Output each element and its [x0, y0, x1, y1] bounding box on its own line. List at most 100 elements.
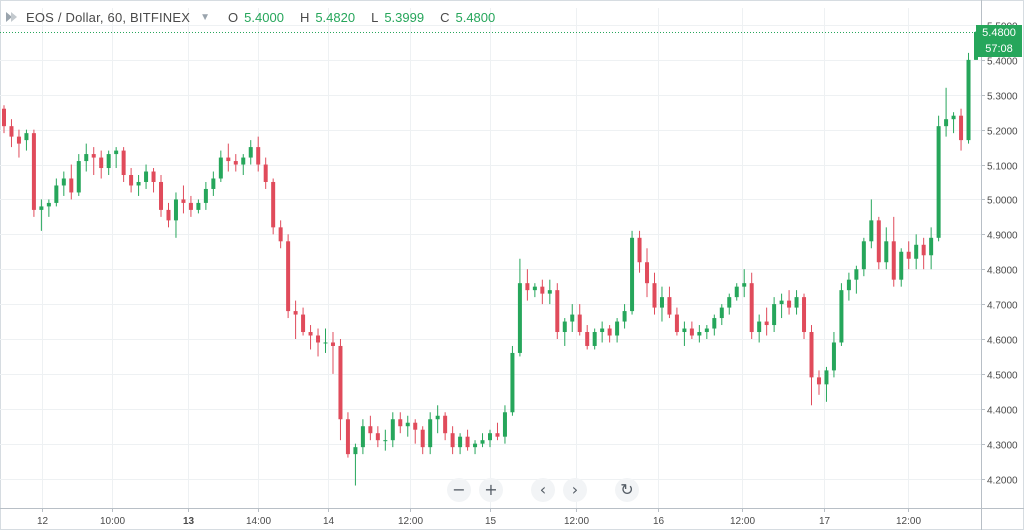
candle-body — [218, 157, 223, 179]
y-tick-label: 4.7000 — [987, 301, 1018, 312]
candle-body — [368, 426, 373, 434]
candle-body — [689, 328, 694, 336]
candle-body — [592, 332, 597, 346]
candle-body — [428, 419, 433, 448]
candle-body — [211, 178, 216, 189]
candle-body — [562, 321, 567, 333]
candle-body — [607, 328, 612, 336]
y-tick-label: 4.6000 — [987, 336, 1018, 347]
candle-body — [91, 154, 96, 158]
candle-body — [517, 283, 522, 353]
candle-body — [2, 108, 6, 127]
candle-body — [742, 283, 747, 287]
y-tick-label: 4.9000 — [987, 231, 1018, 242]
candle-body — [256, 147, 261, 165]
zoom-in-button[interactable]: + — [479, 478, 503, 502]
collapse-legend-icon[interactable] — [6, 11, 18, 23]
candle-body — [159, 181, 164, 210]
candle-body — [637, 237, 642, 263]
candle-body — [465, 436, 470, 448]
candle-body — [577, 314, 582, 333]
x-tick-label: 14:00 — [246, 516, 271, 527]
candle-body — [353, 447, 358, 455]
candle-body — [787, 300, 792, 308]
candle-body — [338, 345, 343, 420]
candle-body — [831, 342, 836, 371]
candle-body — [876, 220, 881, 263]
last-price-label: 5.4800 — [976, 24, 1022, 41]
candle-body — [9, 126, 14, 137]
candle-body — [749, 283, 754, 333]
candle-body — [106, 154, 111, 169]
candle-body — [226, 157, 231, 162]
candle-body — [966, 59, 971, 141]
candle-body — [839, 290, 844, 343]
y-tick-label: 5.0000 — [987, 196, 1018, 207]
x-tick-label: 12:00 — [398, 516, 423, 527]
x-tick-label: 15 — [485, 516, 497, 527]
candle-body — [61, 178, 66, 186]
symbol-title[interactable]: EOS / Dollar, 60, BITFINEX — [26, 9, 191, 25]
candle-body — [697, 332, 702, 336]
candle-body — [293, 311, 298, 315]
candle-body — [233, 161, 238, 165]
candle-body — [69, 178, 74, 193]
low-value: 5.3999 — [384, 9, 425, 25]
candle-body — [936, 126, 941, 238]
close-value: 5.4800 — [455, 9, 496, 25]
candle-body — [645, 262, 650, 284]
candle-body — [734, 286, 739, 298]
candle-body — [144, 171, 149, 182]
x-tick-label: 16 — [653, 516, 665, 527]
candle-body — [151, 171, 156, 182]
candle-body — [263, 164, 268, 182]
reset-chart-button[interactable]: ↻ — [615, 478, 639, 502]
candle-body — [413, 422, 418, 430]
x-tick-label: 17 — [819, 516, 831, 527]
candle-body — [570, 314, 575, 322]
y-tick-label: 4.2000 — [987, 476, 1018, 487]
candle-body — [779, 300, 784, 305]
candle-body — [121, 150, 126, 176]
candle-body — [824, 370, 829, 385]
candle-body — [488, 433, 492, 441]
candle-body — [510, 352, 515, 413]
x-tick-label: 14 — [323, 516, 335, 527]
candle-body — [652, 283, 657, 308]
navigation-controls: − + ‹ › ↻ — [447, 478, 639, 502]
candle-body — [540, 286, 545, 294]
candle-body — [39, 206, 44, 210]
candle-body — [330, 342, 335, 346]
y-tick-label: 4.5000 — [987, 371, 1018, 382]
candle-body — [398, 419, 403, 427]
chevron-down-icon[interactable]: ▼ — [200, 11, 211, 23]
candle-body — [375, 433, 380, 441]
candle-body — [929, 237, 934, 256]
y-tick-label: 5.4000 — [987, 57, 1018, 68]
candle-body — [196, 202, 201, 210]
candle-body — [600, 328, 605, 333]
candle-body — [525, 283, 530, 291]
candle-body — [458, 436, 463, 448]
high-label: H — [299, 9, 310, 25]
scroll-right-button[interactable]: › — [563, 478, 587, 502]
y-tick-label: 4.4000 — [987, 406, 1018, 417]
candle-body — [248, 147, 253, 158]
candle-body — [241, 157, 246, 165]
candle-body — [173, 199, 178, 221]
scroll-left-button[interactable]: ‹ — [531, 478, 555, 502]
zoom-out-button[interactable]: − — [447, 478, 471, 502]
candle-body — [129, 175, 134, 186]
x-tick-label: 13 — [183, 516, 195, 527]
candle-body — [630, 237, 635, 312]
candle-body — [555, 290, 560, 333]
candle-body — [308, 332, 313, 336]
candle-body — [854, 269, 859, 280]
candle-body — [181, 199, 186, 203]
candle-body — [727, 297, 732, 308]
candle-body — [899, 251, 904, 280]
candle-body — [114, 150, 119, 155]
y-tick-label: 5.3000 — [987, 92, 1018, 103]
candle-body — [383, 440, 388, 442]
